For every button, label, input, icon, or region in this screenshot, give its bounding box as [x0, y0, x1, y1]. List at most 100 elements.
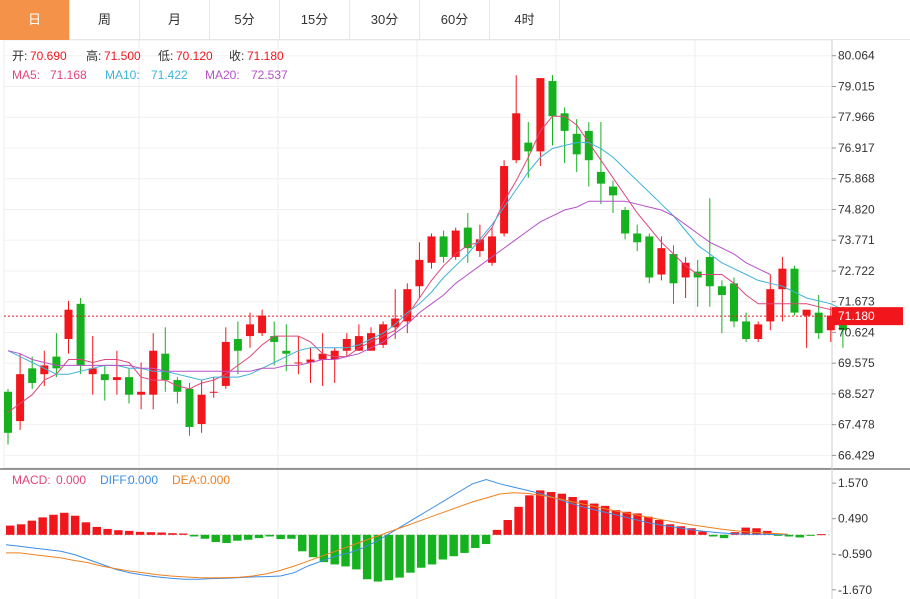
ma20-line [7, 200, 771, 372]
price-tick-label: 80.064 [838, 49, 875, 63]
close-value: 71.180 [247, 49, 284, 63]
candle [439, 230, 448, 263]
macd-bar [687, 528, 696, 535]
dea-value: 0.000 [200, 473, 230, 487]
macd-bar [189, 534, 199, 537]
macd-bar [449, 534, 458, 557]
ma10-line [7, 142, 844, 381]
candle [463, 212, 472, 263]
macd-bar [233, 534, 242, 541]
macd-bar [698, 531, 707, 535]
candle [342, 333, 351, 357]
candle-body [669, 254, 678, 284]
macd-bar [341, 534, 350, 567]
macd-bar [70, 515, 80, 535]
candle [306, 347, 315, 383]
tab-30min[interactable]: 30分 [350, 0, 420, 40]
candle [645, 233, 654, 284]
candle-body [4, 391, 12, 433]
candle [790, 265, 799, 316]
macd-bar [114, 530, 123, 535]
candle-body [306, 359, 315, 363]
candle-body [16, 374, 25, 422]
macd-bar [438, 534, 448, 560]
macd-bar [546, 492, 556, 535]
low-label: 低: [158, 49, 173, 63]
macd-bar [157, 532, 166, 535]
candle-body [742, 321, 751, 340]
moving-average-lines [7, 115, 844, 413]
candle-body [814, 312, 823, 334]
macd-bar [222, 534, 231, 544]
candle-body [258, 315, 267, 334]
macd-bar [308, 534, 318, 558]
candle-body [161, 353, 170, 381]
macd-bar [38, 517, 47, 535]
kline-chart[interactable]: 66.429 67.478 68.527 69.575 70.624 71.673 72.7… [0, 40, 910, 599]
candle-body [548, 81, 557, 117]
candle-body [100, 374, 109, 381]
candle-body [802, 309, 811, 316]
candle-body [512, 113, 521, 161]
candle-body [778, 268, 787, 290]
candle [197, 380, 206, 433]
candle [161, 327, 170, 392]
candle [754, 321, 763, 342]
macd-bar [817, 534, 826, 536]
macd-bar [27, 520, 37, 535]
tab-week[interactable]: 周 [70, 0, 140, 40]
price-tick-label: 75.868 [838, 172, 875, 186]
macd-bar [784, 534, 794, 537]
candle [137, 362, 146, 410]
candle-body [354, 336, 363, 351]
candle-body [475, 239, 484, 252]
macd-bar [557, 493, 567, 535]
price-axis: 66.429 67.478 68.527 69.575 70.624 71.673 72.7… [832, 49, 875, 597]
candle [548, 75, 557, 146]
price-tick-label: 73.771 [838, 233, 875, 247]
candle-body [463, 227, 472, 249]
ma10-label: MA10: [105, 68, 140, 82]
price-tick-label: 71.673 [838, 295, 875, 309]
macd-bar [276, 534, 285, 540]
macd-bar [644, 516, 653, 535]
candle [596, 122, 605, 205]
candle-body [294, 362, 303, 364]
candle [330, 347, 339, 383]
candle-body [88, 368, 97, 375]
macd-bar [600, 505, 610, 535]
tab-5min[interactable]: 5分 [210, 0, 280, 40]
tab-month[interactable]: 月 [140, 0, 210, 40]
candle-body [645, 236, 654, 278]
macd-bar [124, 530, 134, 535]
macd-bar [417, 534, 426, 568]
ma5-label: MA5: [12, 68, 40, 82]
price-tick-label: 66.429 [838, 448, 875, 462]
candle-body [826, 315, 835, 331]
macd-bar [773, 534, 783, 536]
macd-bar [611, 510, 621, 535]
tab-60min[interactable]: 60分 [420, 0, 490, 40]
candle [705, 198, 714, 307]
candle-body [318, 353, 327, 360]
close-label: 收: [229, 49, 244, 63]
macd-bar [481, 534, 491, 545]
macd-bar [460, 534, 469, 553]
tab-15min[interactable]: 15分 [280, 0, 350, 40]
candle [657, 236, 666, 281]
macd-bar [427, 534, 437, 565]
tab-4hour[interactable]: 4时 [490, 0, 560, 40]
candle [572, 119, 581, 172]
current-price-label: 71.180 [838, 309, 875, 323]
candle-body [572, 133, 581, 155]
price-tick-label: 70.624 [838, 325, 875, 339]
high-value: 71.500 [104, 49, 141, 63]
candle-body [439, 236, 448, 257]
macd-bar [135, 531, 145, 535]
tab-day[interactable]: 日 [0, 0, 70, 40]
macd-bar [665, 524, 675, 535]
candle [112, 350, 121, 395]
price-tick-label: 68.527 [838, 387, 875, 401]
candle-body [609, 186, 617, 196]
macd-tick-label: -1.670 [838, 583, 872, 597]
